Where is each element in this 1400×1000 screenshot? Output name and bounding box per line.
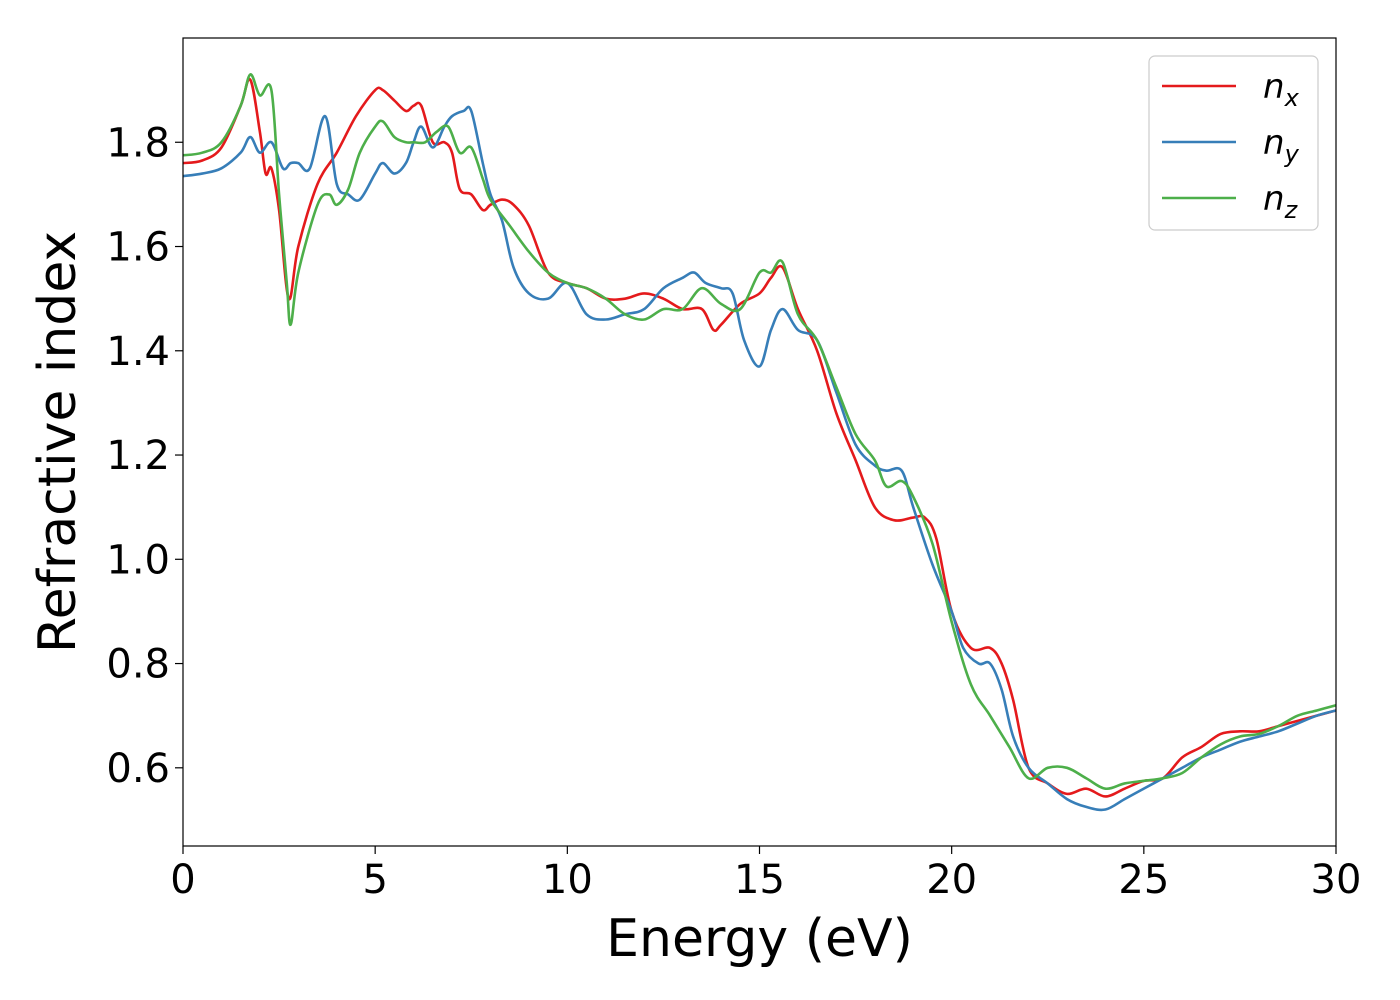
x-tick-label: 15 xyxy=(734,857,785,903)
x-tick-label: 20 xyxy=(926,857,977,903)
y-tick-label: 0.8 xyxy=(106,642,170,688)
y-axis-label: Refractive index xyxy=(28,231,88,653)
y-tick-label: 0.6 xyxy=(106,746,170,792)
x-tick-label: 30 xyxy=(1311,857,1362,903)
legend: nx ny nz xyxy=(1148,55,1319,231)
y-tick-label: 1.2 xyxy=(106,433,170,479)
x-tick-label: 10 xyxy=(542,857,593,903)
x-tick-label: 25 xyxy=(1118,857,1169,903)
legend-label-ny: ny xyxy=(1263,123,1300,168)
y-tick-label: 1.8 xyxy=(106,120,170,166)
legend-label-nz: nz xyxy=(1263,179,1299,224)
series-line-ny xyxy=(183,105,1336,812)
series-line-nz xyxy=(183,73,1336,791)
legend-label-nx: nx xyxy=(1263,67,1300,112)
x-axis-ticks: 0 5 10 15 20 25 30 xyxy=(170,846,1361,903)
x-axis-label: Energy (eV) xyxy=(606,909,913,969)
x-tick-label: 0 xyxy=(170,857,195,903)
y-tick-label: 1.0 xyxy=(106,537,170,583)
y-tick-label: 1.4 xyxy=(106,329,170,375)
series-line-nx xyxy=(183,77,1336,798)
x-tick-label: 5 xyxy=(362,857,387,903)
series-layer xyxy=(183,73,1336,812)
y-axis-ticks: 0.6 0.8 1.0 1.2 1.4 1.6 1.8 xyxy=(106,120,183,792)
y-tick-label: 1.6 xyxy=(106,225,170,271)
